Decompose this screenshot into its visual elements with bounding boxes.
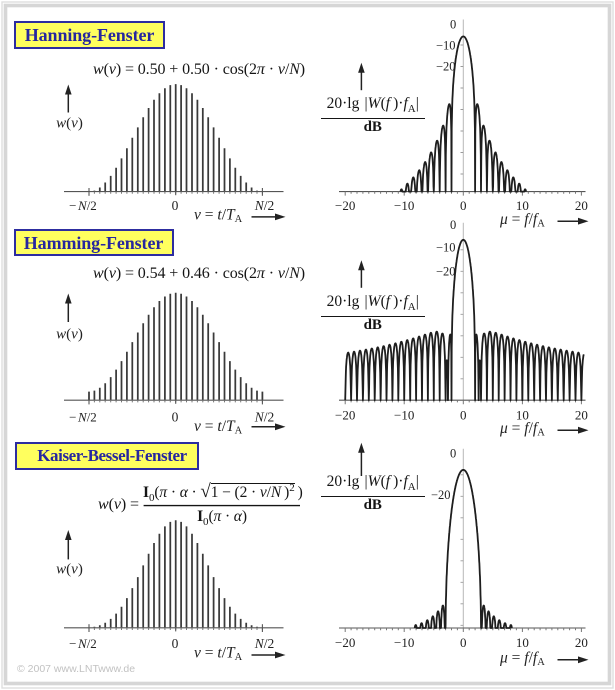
- svg-text:ν = t/TA: ν = t/TA: [194, 207, 243, 226]
- svg-text:N/2: N/2: [254, 198, 275, 213]
- svg-text:−10: −10: [394, 198, 414, 213]
- svg-text:0: 0: [460, 635, 467, 650]
- svg-text:w(ν): w(ν): [56, 562, 83, 578]
- svg-text:20: 20: [575, 635, 588, 650]
- svg-text:−10: −10: [394, 635, 414, 650]
- svg-text:0: 0: [172, 636, 179, 651]
- svg-text:−20: −20: [335, 635, 355, 650]
- svg-text:−20: −20: [436, 265, 456, 279]
- svg-text:0: 0: [450, 446, 456, 460]
- svg-text:μ = f/fA: μ = f/fA: [499, 420, 545, 439]
- svg-text:−N/2: − N/2: [69, 636, 97, 651]
- svg-text:−N/2: − N/2: [69, 410, 97, 425]
- svg-text:−10: −10: [436, 241, 456, 255]
- svg-text:0: 0: [450, 218, 456, 232]
- svg-text:0: 0: [172, 198, 179, 213]
- svg-text:20: 20: [575, 407, 588, 422]
- svg-text:10: 10: [516, 635, 529, 650]
- svg-text:N/2: N/2: [254, 410, 275, 425]
- svg-text:w(ν): w(ν): [56, 116, 83, 132]
- svg-text:20: 20: [575, 198, 588, 213]
- svg-text:−20: −20: [436, 60, 456, 74]
- svg-text:−20: −20: [335, 407, 355, 422]
- svg-text:−20: −20: [431, 488, 451, 502]
- svg-text:−10: −10: [394, 407, 414, 422]
- svg-text:ν = t/TA: ν = t/TA: [194, 418, 243, 437]
- svg-text:0: 0: [460, 407, 467, 422]
- svg-text:−10: −10: [436, 39, 456, 53]
- svg-text:−20: −20: [335, 198, 355, 213]
- svg-text:ν = t/TA: ν = t/TA: [194, 645, 243, 664]
- svg-text:N/2: N/2: [254, 636, 275, 651]
- svg-text:μ = f/fA: μ = f/fA: [499, 650, 545, 669]
- svg-text:−N/2: − N/2: [69, 198, 97, 213]
- svg-text:0: 0: [460, 198, 467, 213]
- svg-text:10: 10: [516, 407, 529, 422]
- svg-text:10: 10: [516, 198, 529, 213]
- svg-text:0: 0: [172, 410, 179, 425]
- svg-text:w(ν): w(ν): [56, 327, 83, 343]
- svg-text:0: 0: [450, 18, 456, 32]
- svg-text:μ = f/fA: μ = f/fA: [499, 211, 545, 230]
